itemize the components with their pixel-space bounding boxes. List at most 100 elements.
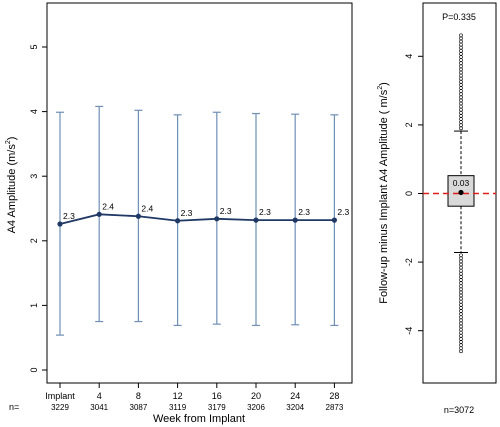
- left-x-tick-label-3: 12: [173, 391, 183, 401]
- outlier-low-1: [459, 256, 463, 261]
- left-y-axis-label-sup: 2: [5, 140, 12, 144]
- outlier-low-22: [459, 321, 463, 326]
- data-label-5: 2.3: [259, 207, 271, 217]
- left-n-value-1: 3041: [90, 403, 108, 412]
- outlier-high-3: [459, 117, 463, 121]
- outlier-low-29: [459, 343, 463, 347]
- outlier-high-9: [459, 98, 463, 103]
- data-label-0: 2.3: [63, 211, 75, 221]
- right-y-axis-label-close: ): [378, 82, 390, 86]
- outlier-low-28: [459, 340, 463, 344]
- outlier-low-14: [459, 296, 463, 301]
- outlier-high-16: [459, 76, 463, 81]
- outlier-high-14: [459, 83, 463, 87]
- outlier-low-0: [459, 253, 463, 258]
- right-outliers: [459, 33, 463, 354]
- right-y-axis-label-sup: 2: [377, 86, 384, 90]
- data-point-1: [96, 211, 102, 217]
- left-n-value-4: 3179: [208, 403, 226, 412]
- left-x-tick-label-7: 28: [329, 391, 339, 401]
- outlier-low-13: [459, 293, 463, 298]
- outlier-high-22: [459, 58, 463, 62]
- left-n-value-3: 3119: [169, 403, 187, 412]
- outlier-low-2: [459, 259, 463, 264]
- left-n-value-5: 3206: [247, 403, 265, 412]
- outlier-low-21: [459, 318, 463, 323]
- outlier-high-21: [459, 61, 463, 66]
- left-n-value-0: 3229: [51, 403, 69, 412]
- right-boxplot: [423, 130, 496, 253]
- outlier-low-31: [459, 349, 463, 354]
- left-y-tick-label-2: 2: [29, 238, 39, 243]
- outlier-low-18: [459, 309, 463, 313]
- outlier-high-24: [459, 52, 463, 56]
- outlier-low-3: [459, 262, 463, 267]
- left-y-tick-label-3: 3: [29, 174, 39, 179]
- data-point-5: [253, 217, 259, 223]
- data-label-7: 2.3: [337, 207, 349, 217]
- outlier-low-9: [459, 281, 463, 285]
- left-n-value-6: 3204: [286, 403, 304, 412]
- left-n-value-7: 2873: [326, 403, 344, 412]
- outlier-high-13: [459, 86, 463, 90]
- data-label-2: 2.4: [141, 203, 153, 213]
- series-line: [59, 213, 335, 225]
- data-label-6: 2.3: [298, 207, 310, 217]
- right-y-axis-label: Follow-up minus Implant A4 Amplitude ( m…: [377, 82, 390, 304]
- left-n-value-2: 3087: [130, 403, 148, 412]
- right-y-tick-label-4: 4: [404, 54, 414, 59]
- median-label: 0.03: [453, 178, 470, 188]
- left-series-points: [57, 211, 337, 227]
- outlier-low-6: [459, 272, 463, 276]
- outlier-high-20: [459, 64, 463, 69]
- outlier-low-12: [459, 290, 463, 295]
- left-x-tick-label-2: 8: [136, 391, 141, 401]
- left-x-tick-label-5: 20: [251, 391, 261, 401]
- data-label-1: 2.4: [102, 201, 114, 211]
- outlier-low-19: [459, 312, 463, 316]
- outlier-high-6: [459, 107, 463, 112]
- right-n-label: n=3072: [444, 405, 474, 415]
- left-y-axis-label: A4 Amplitude (m/s2): [5, 137, 18, 234]
- left-y-axis-label-main: A4 Amplitude (m/s: [6, 144, 18, 234]
- data-label-4: 2.3: [220, 206, 232, 216]
- left-series-line: [59, 213, 335, 225]
- outlier-low-16: [459, 303, 463, 307]
- left-x-tick-label-4: 16: [212, 391, 222, 401]
- outlier-low-24: [459, 327, 463, 332]
- outlier-high-7: [459, 104, 463, 109]
- left-plot-frame: [46, 2, 353, 384]
- data-label-3: 2.3: [181, 208, 193, 218]
- data-point-7: [331, 217, 337, 223]
- outlier-high-2: [459, 120, 463, 124]
- outlier-high-5: [459, 111, 463, 115]
- left-x-tick-label-1: 4: [97, 391, 102, 401]
- outlier-high-28: [459, 39, 463, 44]
- outlier-low-4: [459, 265, 463, 270]
- right-y-tick-label-3: 2: [404, 122, 414, 127]
- outlier-high-25: [459, 49, 463, 53]
- mean-point: [458, 189, 464, 196]
- left-y-axis-label-close: ): [6, 137, 18, 141]
- outlier-high-12: [459, 89, 463, 93]
- left-y-tick-label-0: 0: [29, 367, 39, 372]
- left-y-tick-label-1: 1: [29, 303, 39, 308]
- outlier-low-7: [459, 275, 463, 279]
- left-x-tick-label-0: Implant: [45, 391, 75, 401]
- outlier-low-15: [459, 299, 463, 304]
- right-y-axis: -4 -2 0 2 4: [404, 54, 424, 335]
- outlier-high-8: [459, 101, 463, 106]
- data-point-4: [214, 216, 220, 222]
- outlier-high-26: [459, 45, 463, 50]
- n-prefix: n=: [9, 402, 19, 412]
- outlier-high-17: [459, 73, 463, 78]
- left-data-labels: 2.3 2.4 2.4 2.3 2.3 2.3 2.3 2.3: [63, 201, 349, 221]
- left-y-axis: 0 1 2 3 4 5: [29, 44, 48, 373]
- right-y-tick-label-1: -2: [404, 258, 414, 266]
- data-point-6: [292, 217, 298, 223]
- left-y-tick-label-4: 4: [29, 109, 39, 114]
- outlier-high-1: [459, 123, 463, 128]
- right-y-axis-label-main: Follow-up minus Implant A4 Amplitude ( m…: [378, 89, 390, 303]
- data-point-0: [57, 221, 63, 227]
